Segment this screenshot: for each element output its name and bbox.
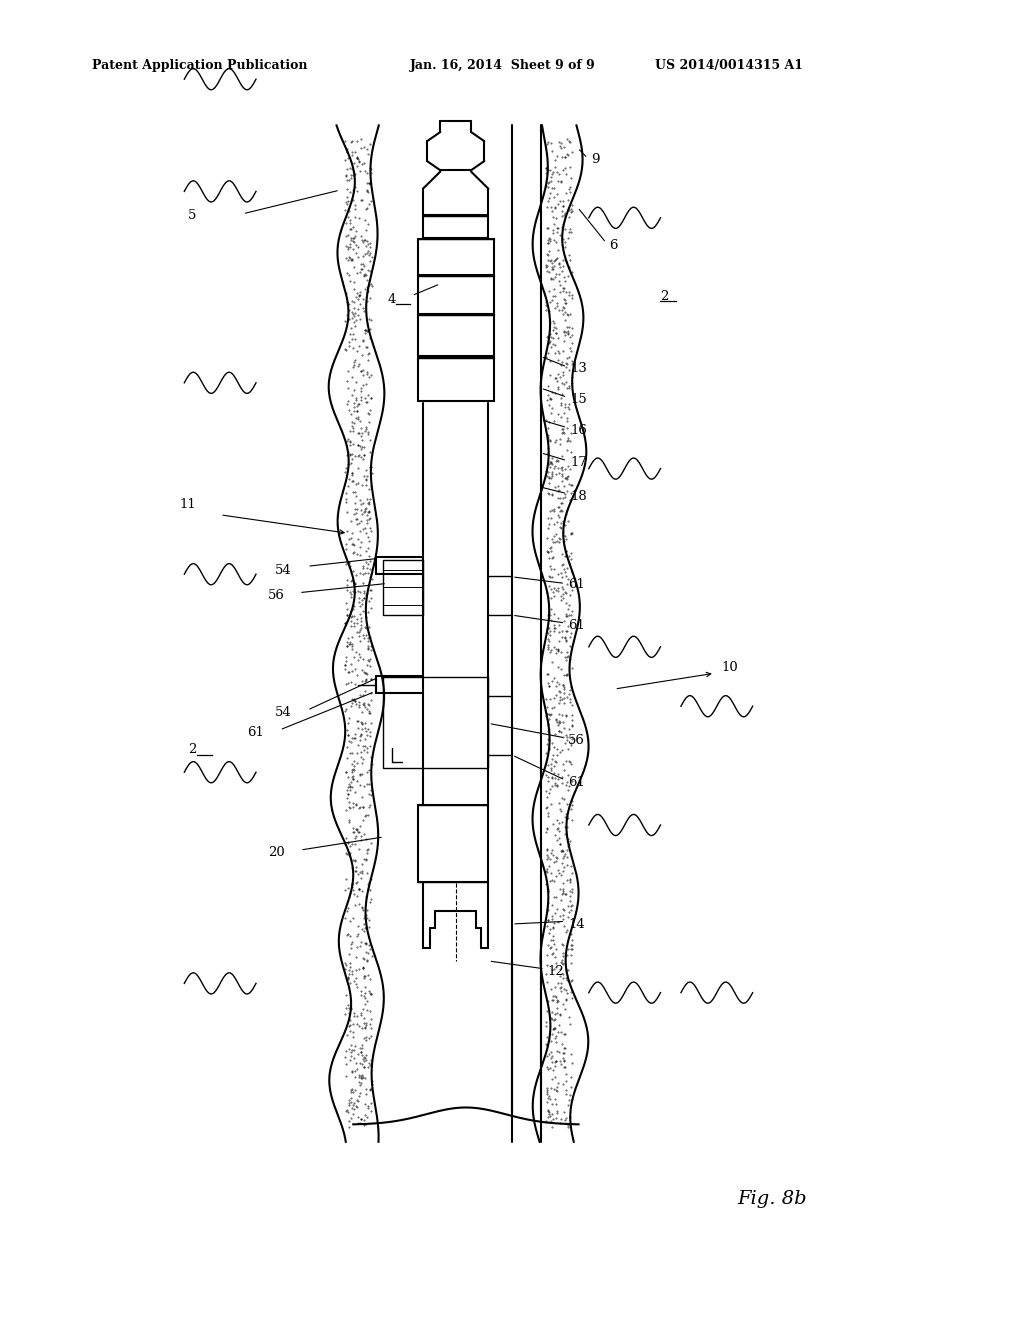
Text: 13: 13	[570, 362, 587, 375]
Text: Fig. 8b: Fig. 8b	[737, 1189, 807, 1208]
Text: 16: 16	[570, 424, 587, 437]
Bar	[423, 216, 488, 238]
Text: 14: 14	[568, 917, 585, 931]
Text: 15: 15	[570, 393, 587, 407]
Text: US 2014/0014315 A1: US 2014/0014315 A1	[655, 59, 804, 73]
Text: 5: 5	[187, 209, 196, 222]
Text: 56: 56	[568, 734, 585, 747]
Text: Patent Application Publication: Patent Application Publication	[92, 59, 307, 73]
Bar	[383, 560, 423, 615]
Text: 11: 11	[180, 498, 197, 511]
Text: 61: 61	[568, 578, 585, 591]
Bar	[418, 276, 494, 314]
Text: 18: 18	[570, 490, 587, 503]
Text: 61: 61	[568, 619, 585, 632]
Bar	[383, 677, 488, 768]
Text: Jan. 16, 2014  Sheet 9 of 9: Jan. 16, 2014 Sheet 9 of 9	[410, 59, 595, 73]
Text: 6: 6	[609, 239, 617, 252]
Text: 61: 61	[568, 776, 585, 789]
Text: 4: 4	[388, 293, 396, 306]
Bar	[418, 315, 494, 356]
Text: 56: 56	[268, 589, 285, 602]
Text: 9: 9	[591, 153, 599, 166]
Text: 2: 2	[188, 743, 197, 756]
Text: 10: 10	[722, 661, 738, 675]
Text: 12: 12	[548, 965, 564, 978]
Bar	[418, 239, 494, 275]
Text: 2: 2	[660, 290, 669, 304]
Text: 54: 54	[275, 564, 292, 577]
Text: 17: 17	[570, 455, 587, 469]
Text: 54: 54	[275, 706, 292, 719]
Text: 20: 20	[268, 846, 285, 859]
Text: 61: 61	[248, 726, 264, 739]
Bar	[418, 805, 488, 882]
Bar	[418, 358, 494, 401]
